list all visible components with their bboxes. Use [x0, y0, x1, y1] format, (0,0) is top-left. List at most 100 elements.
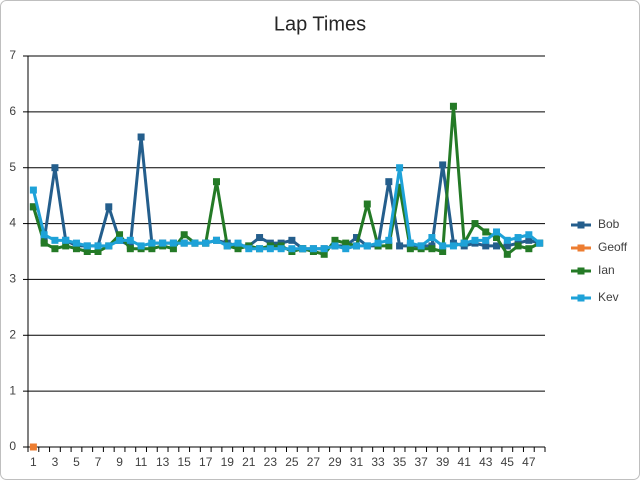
data-point — [396, 242, 404, 250]
x-tick-label: 17 — [199, 455, 213, 469]
data-point — [169, 245, 177, 253]
data-point — [363, 200, 371, 208]
x-tick-label: 19 — [221, 455, 235, 469]
legend-label: Ian — [598, 263, 615, 277]
data-point — [137, 133, 145, 141]
data-point — [40, 231, 48, 239]
data-point — [62, 236, 70, 244]
data-point — [223, 242, 231, 250]
data-point — [288, 236, 296, 244]
x-tick-label: 13 — [156, 455, 170, 469]
legend-label: Kev — [598, 290, 619, 304]
data-point — [148, 245, 156, 253]
data-point — [94, 248, 102, 255]
x-tick-label: 41 — [458, 455, 472, 469]
data-point — [202, 239, 210, 247]
data-point — [428, 234, 436, 242]
data-point — [471, 236, 479, 244]
data-point — [105, 242, 113, 250]
y-tick-label: 0 — [9, 439, 16, 453]
data-point — [299, 245, 307, 253]
data-point — [493, 228, 501, 236]
data-point — [180, 239, 188, 247]
data-point — [29, 186, 37, 194]
data-point — [29, 203, 37, 211]
data-point — [309, 245, 317, 253]
legend: Bob Geoff Ian Kev — [571, 217, 628, 304]
data-point — [417, 242, 425, 250]
x-tick-label: 11 — [135, 455, 148, 469]
x-tick-label: 5 — [73, 455, 80, 469]
x-tick-label: 1 — [30, 455, 37, 469]
data-point — [137, 242, 145, 250]
data-point — [493, 242, 501, 250]
data-point — [83, 248, 91, 255]
data-point — [363, 242, 371, 250]
data-point — [116, 236, 124, 244]
data-point — [406, 245, 414, 253]
data-point — [148, 239, 156, 247]
y-tick-label: 4 — [9, 216, 16, 230]
x-tick-label: 31 — [350, 455, 364, 469]
y-tick-label: 1 — [9, 383, 16, 397]
data-point — [320, 245, 328, 253]
data-point — [212, 236, 220, 244]
legend-marker — [577, 294, 585, 302]
data-point — [493, 234, 501, 242]
data-point — [396, 164, 404, 172]
data-point — [525, 236, 533, 244]
x-tick-label: 43 — [479, 455, 493, 469]
y-tick-label: 7 — [9, 48, 16, 62]
data-point — [234, 245, 242, 253]
data-point — [180, 231, 188, 239]
data-point — [525, 245, 533, 253]
data-point — [94, 242, 102, 250]
data-point — [342, 239, 350, 247]
data-point — [482, 236, 490, 244]
data-point — [331, 242, 339, 250]
data-point — [245, 245, 253, 253]
data-point — [353, 234, 361, 242]
data-point — [169, 239, 177, 247]
x-tick-label: 47 — [522, 455, 536, 469]
x-tick-label: 23 — [264, 455, 278, 469]
data-point — [428, 245, 436, 253]
data-point — [320, 250, 328, 258]
legend-label: Geoff — [598, 240, 628, 254]
data-point — [159, 239, 167, 247]
x-tick-label: 7 — [95, 455, 102, 469]
data-point — [374, 239, 382, 247]
x-tick-label: 9 — [116, 455, 123, 469]
y-tick-label: 2 — [9, 327, 16, 341]
x-tick-label: 45 — [501, 455, 515, 469]
data-point — [212, 178, 220, 186]
data-point — [256, 245, 264, 253]
data-point — [536, 239, 544, 247]
data-point — [439, 242, 447, 250]
data-point — [482, 242, 490, 250]
data-point — [503, 250, 511, 258]
data-point — [62, 242, 70, 250]
data-point — [471, 220, 479, 228]
data-point — [51, 245, 59, 253]
data-point — [449, 242, 457, 250]
chart-title: Lap Times — [274, 13, 366, 35]
data-point — [331, 236, 339, 244]
data-point — [266, 245, 274, 253]
x-tick-label: 15 — [177, 455, 191, 469]
y-tick-label: 5 — [9, 160, 16, 174]
data-point — [449, 102, 457, 110]
x-tick-label: 35 — [393, 455, 407, 469]
x-tick-label: 39 — [436, 455, 450, 469]
legend-marker — [577, 267, 585, 275]
x-tick-label: 25 — [285, 455, 299, 469]
data-point — [288, 245, 296, 253]
data-point — [460, 239, 468, 247]
data-point — [439, 161, 447, 169]
data-point — [503, 242, 511, 250]
data-point — [385, 236, 393, 244]
data-point — [83, 242, 91, 250]
data-point — [256, 234, 264, 242]
